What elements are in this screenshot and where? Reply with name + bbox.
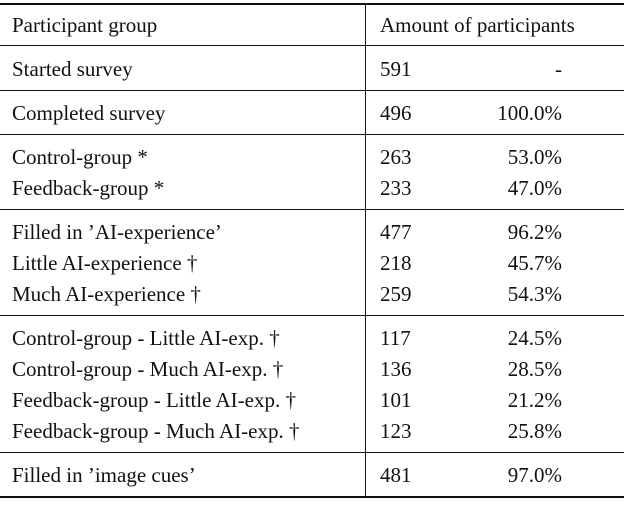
percent-cell: 45.7% [507, 251, 562, 275]
count-cell: 263 [380, 145, 412, 169]
group-label: Much AI-experience † [12, 282, 201, 306]
header-cell: Participant group [12, 13, 158, 37]
group-label: Control-group - Little AI-exp. † [12, 326, 280, 350]
percent-cell: 96.2% [507, 220, 562, 244]
group-rule [0, 134, 624, 135]
percent-cell: - [555, 57, 562, 81]
group-label: Control-group * [12, 145, 148, 169]
percent-cell: 25.8% [507, 419, 562, 443]
group-rule [0, 90, 624, 91]
header-rule [0, 45, 624, 46]
group-label: Feedback-group - Much AI-exp. † [12, 419, 300, 443]
percent-cell: 24.5% [507, 326, 562, 350]
group-label: Started survey [12, 57, 133, 81]
count-cell: 477 [380, 220, 412, 244]
group-label: Feedback-group - Little AI-exp. † [12, 388, 296, 412]
top-rule [0, 3, 624, 5]
percent-cell: 100.0% [497, 101, 562, 125]
percent-cell: 97.0% [507, 463, 562, 487]
group-label: Filled in ’AI-experience’ [12, 220, 222, 244]
group-label: Control-group - Much AI-exp. † [12, 357, 284, 381]
count-cell: 136 [380, 357, 412, 381]
count-cell: 481 [380, 463, 412, 487]
count-cell: 218 [380, 251, 412, 275]
count-cell: 123 [380, 419, 412, 443]
percent-cell: 28.5% [507, 357, 562, 381]
group-label: Little AI-experience † [12, 251, 198, 275]
percent-cell: 21.2% [507, 388, 562, 412]
count-cell: 101 [380, 388, 412, 412]
group-label: Feedback-group * [12, 176, 165, 200]
percent-cell: 53.0% [507, 145, 562, 169]
percent-cell: 47.0% [507, 176, 562, 200]
column-rule [365, 4, 366, 496]
header-cell: Amount of participants [380, 13, 575, 37]
bottom-rule [0, 496, 624, 498]
count-cell: 259 [380, 282, 412, 306]
percent-cell: 54.3% [507, 282, 562, 306]
count-cell: 233 [380, 176, 412, 200]
group-label: Filled in ’image cues’ [12, 463, 196, 487]
group-rule [0, 209, 624, 210]
group-label: Completed survey [12, 101, 166, 125]
group-rule [0, 315, 624, 316]
count-cell: 496 [380, 101, 412, 125]
count-cell: 591 [380, 57, 412, 81]
count-cell: 117 [380, 326, 411, 350]
group-rule [0, 452, 624, 453]
